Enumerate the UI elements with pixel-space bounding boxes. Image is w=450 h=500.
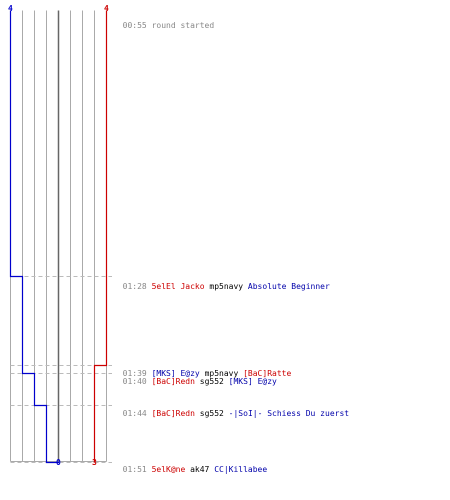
kill-weapon: sg552 [199, 409, 224, 418]
kill-killer: [BaC]Redn [151, 377, 195, 386]
kill-weapon: mp5navy [204, 369, 239, 378]
team-a-end-count: 0 [56, 458, 61, 467]
kill-time: 01:39 [122, 369, 147, 378]
kill-victim: CC|Killabee [214, 465, 268, 474]
kill-row: 01:44 [BaC]Redn sg552 -|SoI|- Schiess Du… [113, 399, 349, 419]
kill-time: 01:28 [122, 282, 147, 291]
team-b-end-count: 3 [92, 458, 97, 467]
team-b-start-count: 4 [104, 4, 109, 13]
kill-row: 01:39 [MKS] E@zy mp5navy [BaC]Ratte [113, 359, 292, 379]
kill-killer: 5elK@ne [151, 465, 186, 474]
round-start-text: round started [151, 21, 215, 30]
kill-row: 01:40 [BaC]Redn sg552 [MKS] E@zy [113, 367, 277, 387]
kill-victim: [MKS] E@zy [228, 377, 277, 386]
kill-victim: -|SoI|- Schiess Du zuerst [228, 409, 350, 418]
kill-victim: [BaC]Ratte [243, 369, 292, 378]
kill-victim: Absolute Beginner [247, 282, 330, 291]
kill-weapon: ak47 [190, 465, 210, 474]
kill-row: 01:28 5elEl Jacko mp5navy Absolute Begin… [113, 272, 330, 292]
kill-row: 01:51 5elK@ne ak47 CC|Killabee [113, 455, 268, 475]
round-start-time: 00:55 [122, 21, 147, 30]
team-a-line [9, 10, 60, 464]
kill-time: 01:51 [122, 465, 147, 474]
kill-killer: [BaC]Redn [151, 409, 195, 418]
team-a-start-count: 4 [8, 4, 13, 13]
kill-weapon: sg552 [199, 377, 224, 386]
kill-killer: [MKS] E@zy [151, 369, 200, 378]
round-start-row: 00:55 round started [113, 11, 215, 31]
kill-time: 01:40 [122, 377, 147, 386]
team-b-line [93, 10, 108, 462]
kill-weapon: mp5navy [209, 282, 244, 291]
kill-time: 01:44 [122, 409, 147, 418]
kill-killer: 5elEl Jacko [151, 282, 205, 291]
